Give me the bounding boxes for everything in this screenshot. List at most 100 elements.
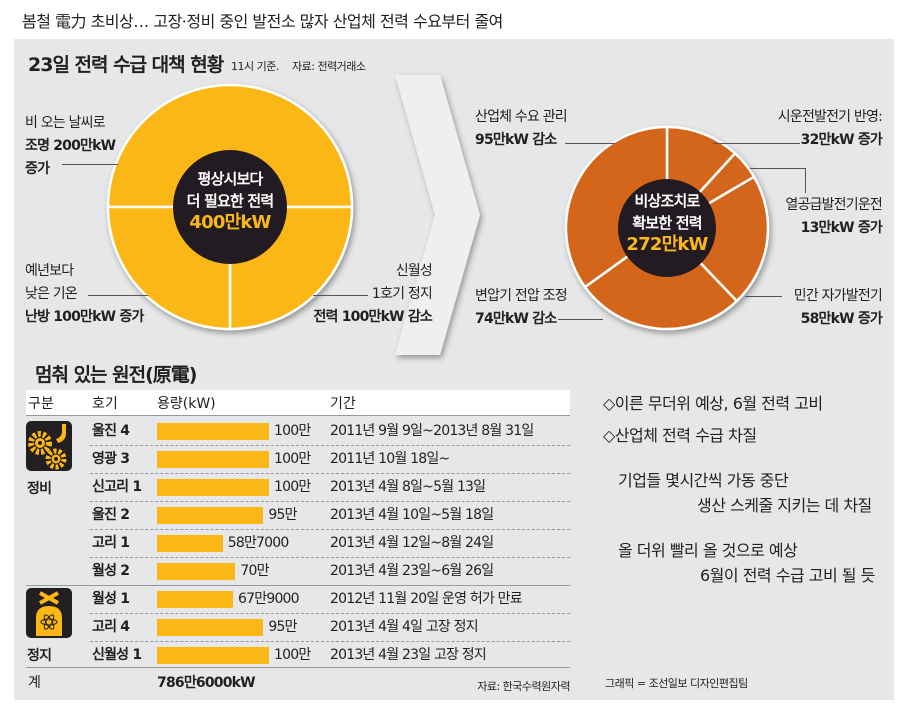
pie2-label-industry: 산업체 수요 관리 95만kW 감소 (475, 109, 568, 148)
unit-name: 고리 1 (92, 535, 130, 551)
leader-line (62, 164, 118, 165)
note-para1-line1: 기업들 몇시간씩 가동 중단 (618, 471, 789, 490)
capacity-label: 100만 (274, 451, 311, 467)
pie-slice (665, 175, 770, 303)
capacity-bar (157, 479, 269, 496)
period: 2013년 4월 8일~5월 13일 (330, 479, 486, 495)
header-period: 기간 (330, 396, 356, 412)
pie2-label-transformer: 변압기 전압 조정 74만kW 감소 (475, 288, 568, 327)
pie-slice (564, 125, 669, 289)
leader-line (745, 296, 782, 297)
period: 2013년 4월 23일~6월 26일 (330, 563, 494, 579)
row-divider (90, 501, 570, 502)
unit-name: 고리 4 (92, 619, 130, 635)
capacity-bar (157, 619, 264, 636)
period: 2011년 9월 9일~2013년 8월 31일 (330, 423, 534, 439)
demand-pie (106, 83, 354, 331)
arrow-chevron (395, 75, 480, 355)
pie1-label-shinwolsong: 신월성 1호기 정지 전력 100만kW 감소 (313, 263, 432, 325)
unit-name: 월성 2 (92, 563, 130, 579)
capacity-label: 70만 (240, 563, 269, 579)
period: 2012년 11월 20일 운영 허가 만료 (330, 591, 523, 607)
row-divider (90, 473, 570, 474)
leader-line (713, 143, 800, 144)
header-capacity: 용량(kW) (157, 396, 216, 412)
period: 2013년 4월 12일~8월 24일 (330, 535, 494, 551)
gears-wrench-icon (26, 421, 72, 471)
total-value: 786만6000kW (157, 675, 256, 691)
period: 2013년 4월 10일~5월 18일 (330, 507, 494, 523)
pie-slice (583, 226, 739, 331)
divider (26, 667, 570, 668)
pie1-center-line1: 평상시보다 (197, 170, 263, 188)
pie1-total: 400만kW (189, 212, 271, 233)
graphic-credit: 그래픽 = 조선일보 디자인편집팀 (605, 677, 748, 690)
header-unit: 호기 (92, 396, 118, 412)
pie2-center-line1: 비상조치로 (634, 192, 700, 210)
pie1-center-line2: 더 필요한 전력 (186, 192, 275, 210)
unit-name: 월성 1 (92, 591, 130, 607)
capacity-bar (157, 563, 236, 580)
table-source: 자료: 한국수력원자력 (477, 680, 570, 693)
pie2-label-heat-supply: 열공급발전기운전 13만kW 증가 (785, 197, 882, 236)
capacity-bar (157, 451, 269, 468)
pie2-label-private: 민간 자가발전기 58만kW 증가 (793, 288, 883, 327)
capacity-bar (157, 647, 269, 664)
unit-name: 울진 2 (92, 507, 130, 523)
table-title: 멈춰 있는 원전(原電) (35, 364, 197, 386)
section-title: 23일 전력 수급 대책 현황 (28, 54, 224, 76)
capacity-label: 100만 (274, 423, 311, 439)
table-header (26, 390, 570, 415)
capacity-label: 95만 (268, 619, 297, 635)
period: 2013년 4월 4일 고장 정지 (330, 619, 479, 635)
divider (26, 415, 570, 416)
source-note: 자료: 전력거래소 (292, 60, 366, 73)
leader-line (558, 319, 603, 320)
period: 2011년 10월 18일~ (330, 451, 450, 467)
pie2-label-trial: 시운전발전기 반영: 32만kW 증가 (777, 109, 883, 148)
capacity-label: 100만 (274, 647, 311, 663)
capacity-bar (157, 507, 264, 524)
group-label-maintenance: 정비 (27, 481, 52, 497)
leader-line (750, 168, 805, 169)
bullet-1: ◇이른 무더위 예상, 6월 전력 고비 (603, 394, 823, 413)
capacity-label: 100만 (274, 479, 311, 495)
row-divider (26, 585, 570, 586)
note-para2-line1: 올 더위 빨리 올 것으로 예상 (618, 541, 798, 560)
row-divider (90, 529, 570, 530)
group-label-stopped: 정지 (27, 648, 52, 664)
note-para2-line2: 6월이 전력 수급 고비 될 듯 (700, 566, 875, 585)
period: 2013년 4월 23일 고장 정지 (330, 647, 487, 663)
total-label: 계 (28, 675, 41, 691)
leader-line (313, 295, 368, 296)
capacity-bar (157, 535, 223, 552)
pie1-label-heating: 예년보다 낮은 기온 난방 100만kW 증가 (25, 263, 144, 325)
capacity-label: 58만7000 (227, 535, 290, 551)
capacity-bar (157, 591, 234, 608)
unit-name: 울진 4 (92, 423, 130, 439)
headline: 봄철 電力 초비상… 고장·정비 중인 발전소 많자 산업체 전력 수요부터 줄… (22, 12, 503, 31)
leader-line (805, 168, 806, 193)
pie-charts (106, 75, 770, 355)
row-divider (90, 641, 570, 642)
supply-donut (564, 125, 770, 331)
pie-center-hole (173, 150, 287, 264)
stopped-reactor-icon (26, 588, 72, 638)
leader-line (565, 143, 615, 144)
pie2-center-line2: 확보한 전력 (632, 214, 702, 232)
row-divider (90, 445, 570, 446)
header-category: 구분 (28, 396, 54, 412)
leader-line (88, 295, 148, 296)
capacity-bar (157, 423, 269, 440)
row-divider (90, 613, 570, 614)
pie1-label-lighting: 비 오는 날씨로 조명 200만kW 증가 (25, 115, 116, 177)
bullet-2: ◇산업체 전력 수급 차질 (603, 426, 757, 445)
unit-name: 신월성 1 (92, 647, 142, 663)
unit-name: 신고리 1 (92, 479, 142, 495)
pie-slice (106, 83, 354, 209)
unit-name: 영광 3 (92, 451, 130, 467)
capacity-label: 67만9000 (238, 591, 300, 607)
pie-center-hole (618, 179, 716, 277)
time-note: 11시 기준. (231, 60, 279, 73)
pie2-total: 272만kW (626, 234, 708, 255)
